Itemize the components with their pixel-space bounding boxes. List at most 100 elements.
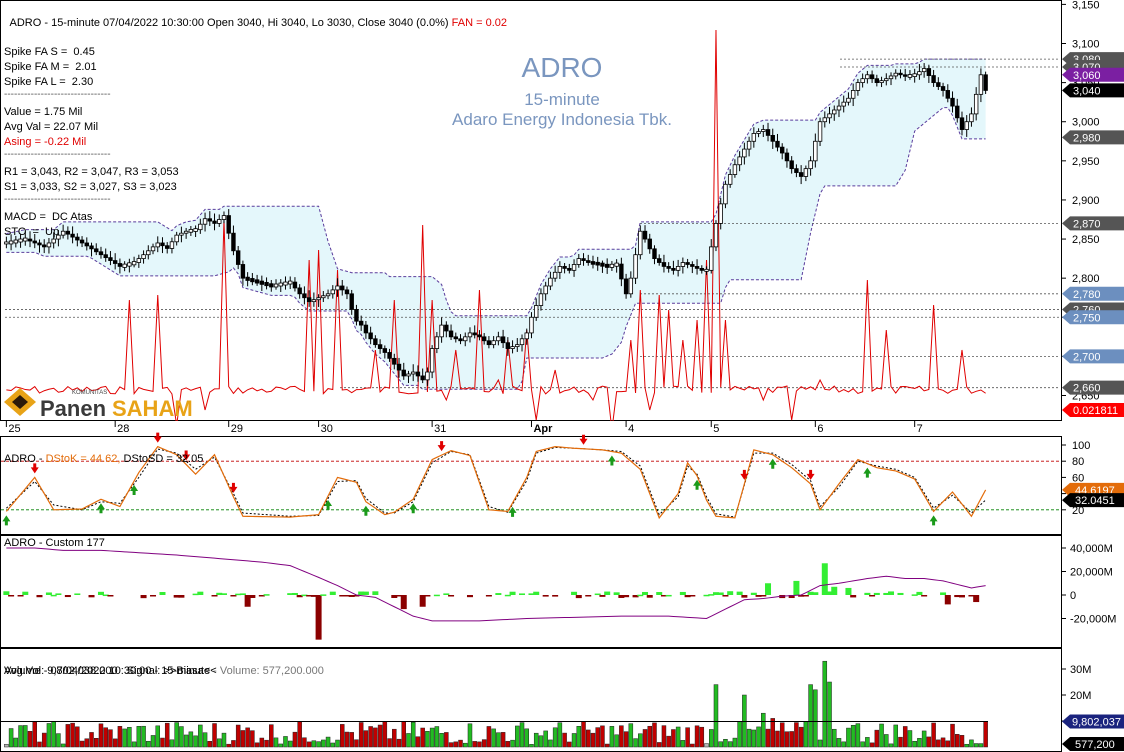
volume-bar	[212, 723, 217, 748]
volume-bar	[832, 728, 837, 748]
custom-bar	[178, 595, 185, 598]
volume-bar	[983, 721, 988, 748]
candle-body	[467, 332, 473, 338]
volume-bar	[926, 736, 932, 748]
custom-bar	[306, 595, 313, 597]
custom-bar	[400, 595, 407, 610]
custom-bar	[329, 591, 336, 595]
volume-bar	[75, 726, 80, 748]
volume-bar	[633, 738, 638, 748]
volume-bar	[666, 735, 671, 748]
custom-bar	[533, 591, 540, 595]
level-label-bg	[1062, 349, 1124, 364]
volume-bar	[217, 738, 222, 748]
candle-body	[945, 90, 950, 99]
candle-body	[463, 336, 468, 342]
fan-line	[6, 29, 986, 431]
volume-bar	[325, 736, 331, 748]
volume-bar	[538, 735, 544, 748]
volume-bar	[41, 732, 47, 748]
volume-bar	[571, 733, 577, 748]
volume-bar	[330, 742, 336, 748]
candle-body	[917, 71, 922, 76]
buy-arrow-icon	[409, 503, 418, 514]
custom-bar	[665, 594, 672, 597]
custom-bar	[362, 591, 369, 595]
volume-bar	[671, 729, 676, 748]
candle-body	[841, 101, 846, 107]
volume-bar	[619, 725, 624, 748]
level-label-bg	[1062, 216, 1124, 231]
volume-bar	[316, 741, 321, 748]
date-tick-label: 29	[231, 423, 243, 435]
custom-bar	[940, 592, 947, 595]
buy-arrow-icon	[324, 500, 333, 511]
candle-body	[269, 283, 274, 288]
volume-bar	[723, 738, 728, 748]
custom-bar	[339, 595, 346, 597]
candle-body	[794, 168, 799, 173]
volume-bar	[742, 694, 747, 748]
custom-bar	[765, 583, 772, 595]
volume-bar	[713, 684, 719, 748]
volume-bar	[543, 730, 548, 748]
candle-body	[117, 263, 123, 267]
candle-body	[595, 261, 600, 266]
custom-bar	[613, 592, 620, 595]
candle-body	[581, 258, 586, 261]
sell-arrow-icon	[806, 469, 815, 480]
level-label-text: 3,060	[1073, 70, 1101, 82]
custom-bar	[888, 591, 895, 595]
candle-body	[231, 232, 236, 252]
candle-body	[188, 229, 194, 233]
custom-bar	[495, 593, 502, 595]
custom-bar	[258, 595, 265, 597]
candle-body	[453, 336, 458, 340]
buy-arrow-icon	[508, 506, 517, 517]
volume-bar	[108, 729, 113, 748]
candle-body	[382, 348, 388, 353]
volume-bar	[803, 721, 809, 748]
separator: --------------------------------	[4, 149, 111, 160]
custom-bar	[519, 593, 526, 595]
candle-body	[150, 246, 156, 252]
candle-body	[723, 183, 728, 205]
candle-body	[780, 146, 785, 154]
candle-body	[155, 242, 160, 248]
volume-bar	[368, 726, 373, 748]
custom-bar	[419, 595, 426, 607]
candle-body	[496, 336, 501, 342]
volume-bar	[273, 737, 279, 748]
candle-body	[169, 241, 175, 249]
volume-bar	[321, 739, 326, 748]
candle-body	[869, 74, 875, 80]
sell-arrow-icon	[437, 441, 446, 452]
volume-bar	[420, 727, 425, 748]
stoch-title-k: DStoK = 44.62,	[45, 453, 121, 465]
candle-body	[964, 121, 969, 130]
custom-bar	[736, 591, 743, 595]
custom-bar	[897, 592, 904, 595]
custom-bar	[585, 595, 592, 597]
volume-bar	[704, 743, 709, 748]
custom-bar	[760, 595, 767, 597]
volume-bar	[207, 741, 213, 748]
candle-body	[420, 375, 425, 381]
custom-bar	[173, 595, 180, 598]
candle-body	[278, 282, 283, 287]
volume-bar	[202, 732, 208, 748]
candle-body	[264, 281, 269, 287]
volume-bar	[292, 731, 298, 748]
sell-arrow-icon	[229, 482, 238, 493]
volume-bar	[794, 722, 799, 748]
level-label-text: 2,980	[1073, 132, 1101, 144]
volume-bar	[969, 739, 974, 748]
volume-bar	[718, 741, 723, 748]
volume-bar	[444, 732, 449, 748]
custom-bar	[637, 594, 644, 597]
buy-arrow-icon	[693, 479, 702, 490]
candle-body	[827, 113, 832, 119]
volume-bar	[496, 732, 501, 748]
volume-bar	[250, 730, 255, 748]
candle-body	[884, 78, 889, 82]
